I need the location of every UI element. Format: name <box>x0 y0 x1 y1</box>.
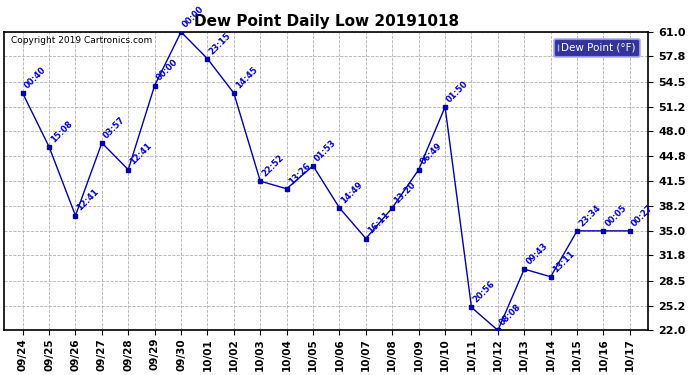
Text: 00:05: 00:05 <box>604 203 629 228</box>
Text: 12:41: 12:41 <box>128 141 154 167</box>
Text: 13:20: 13:20 <box>393 180 417 205</box>
Text: 23:15: 23:15 <box>208 31 233 56</box>
Text: 00:27: 00:27 <box>630 203 655 228</box>
Legend: Dew Point (°F): Dew Point (°F) <box>554 39 640 57</box>
Text: 14:49: 14:49 <box>339 180 365 205</box>
Text: 13:11: 13:11 <box>551 249 576 274</box>
Text: 15:08: 15:08 <box>49 119 75 144</box>
Text: 09:43: 09:43 <box>524 241 549 266</box>
Text: 00:00: 00:00 <box>155 58 179 83</box>
Title: Dew Point Daily Low 20191018: Dew Point Daily Low 20191018 <box>194 14 459 29</box>
Text: 22:52: 22:52 <box>260 153 286 178</box>
Text: 00:00: 00:00 <box>181 4 206 29</box>
Text: 13:26: 13:26 <box>286 161 312 186</box>
Text: 00:40: 00:40 <box>23 65 48 90</box>
Text: 16:11: 16:11 <box>366 210 391 236</box>
Text: 20:56: 20:56 <box>471 279 497 304</box>
Text: 23:34: 23:34 <box>577 203 602 228</box>
Text: 06:49: 06:49 <box>419 142 444 167</box>
Text: 01:50: 01:50 <box>445 79 471 104</box>
Text: 14:45: 14:45 <box>234 65 259 90</box>
Text: 12:41: 12:41 <box>75 188 101 213</box>
Text: 01:53: 01:53 <box>313 138 338 163</box>
Text: 03:57: 03:57 <box>102 115 127 140</box>
Text: Copyright 2019 Cartronics.com: Copyright 2019 Cartronics.com <box>10 36 152 45</box>
Text: 08:08: 08:08 <box>498 303 523 327</box>
